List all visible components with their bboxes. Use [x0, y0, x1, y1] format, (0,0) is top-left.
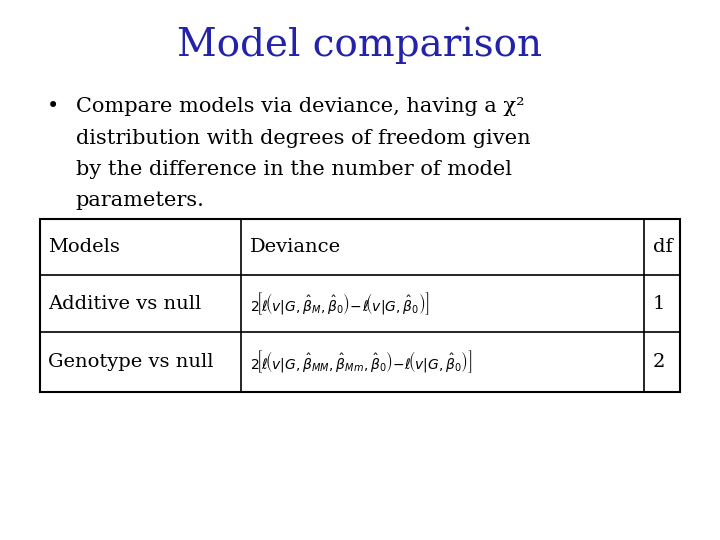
Text: 2: 2	[653, 353, 665, 371]
Text: •: •	[47, 97, 59, 116]
Text: Genotype vs null: Genotype vs null	[48, 353, 214, 371]
Text: $2\!\left[\ell\!\left(v|G,\hat{\beta}_{M},\hat{\beta}_{0}\right)\!-\!\ell\!\left: $2\!\left[\ell\!\left(v|G,\hat{\beta}_{M…	[250, 291, 430, 317]
Text: $2\!\left[\ell\!\left(v|G,\hat{\beta}_{MM},\hat{\beta}_{Mm},\hat{\beta}_{0}\righ: $2\!\left[\ell\!\left(v|G,\hat{\beta}_{M…	[250, 348, 472, 375]
Text: Model comparison: Model comparison	[177, 27, 543, 64]
Text: parameters.: parameters.	[76, 191, 204, 210]
Text: distribution with degrees of freedom given: distribution with degrees of freedom giv…	[76, 129, 530, 147]
Text: Deviance: Deviance	[250, 238, 341, 256]
Text: Models: Models	[48, 238, 120, 256]
Text: by the difference in the number of model: by the difference in the number of model	[76, 160, 512, 179]
Text: Compare models via deviance, having a χ²: Compare models via deviance, having a χ²	[76, 97, 524, 116]
Text: Additive vs null: Additive vs null	[48, 295, 202, 313]
Text: 1: 1	[653, 295, 665, 313]
Text: df: df	[653, 238, 672, 256]
